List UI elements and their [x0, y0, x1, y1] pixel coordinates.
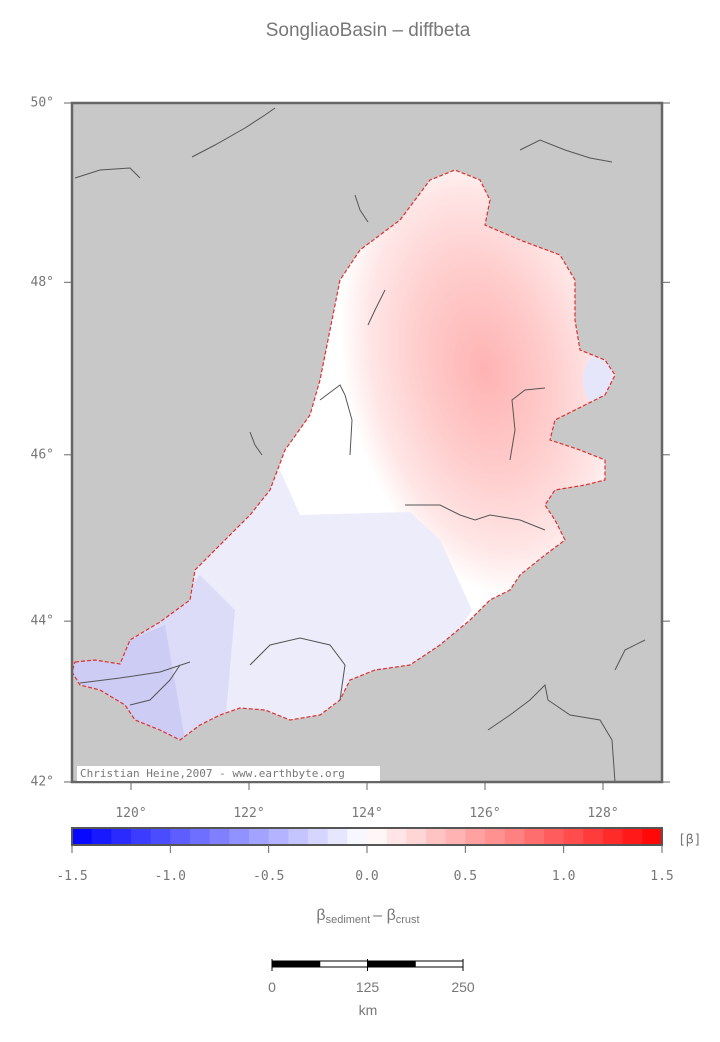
title: SongliaoBasin – diffbeta: [266, 20, 471, 41]
colorbar-cell: [465, 828, 486, 845]
colorbar-tick-label: 0.0: [355, 869, 378, 884]
colorbar-tick-label: 0.5: [454, 869, 477, 884]
colorbar-cell: [170, 828, 191, 845]
colorbar-cell: [150, 828, 171, 845]
lat-tick-label: 44°: [31, 614, 54, 629]
colorbar-cell: [308, 828, 329, 845]
lat-tick-label: 42°: [31, 775, 54, 790]
colorbar-cell: [485, 828, 506, 845]
colorbar-cell: [426, 828, 447, 845]
scalebar-unit: km: [359, 1002, 378, 1018]
scalebar-tick-label: 250: [451, 979, 475, 995]
colorbar-unit: [β]: [678, 833, 701, 848]
colorbar-cell: [583, 828, 604, 845]
lon-tick-label: 124°: [351, 806, 382, 821]
lat-tick-label: 48°: [31, 275, 54, 290]
colorbar-cell: [72, 828, 93, 845]
scalebar-segment: [271, 960, 321, 968]
colorbar-cell: [367, 828, 388, 845]
credit-box: [77, 766, 380, 781]
lon-tick-label: 122°: [233, 806, 264, 821]
colorbar-cell: [268, 828, 289, 845]
lat-tick-label: 50°: [31, 96, 54, 111]
colorbar-cell: [603, 828, 624, 845]
colorbar-cell: [406, 828, 427, 845]
lon-tick-label: 128°: [587, 806, 618, 821]
colorbar-tick-label: -1.5: [56, 869, 87, 884]
colorbar-cell: [209, 828, 230, 845]
colorbar-tick-label: 1.5: [650, 869, 673, 884]
colorbar-cell: [544, 828, 565, 845]
colorbar-cell: [131, 828, 152, 845]
colorbar-label: βsediment – βcrust: [316, 907, 419, 926]
colorbar-cell: [347, 828, 368, 845]
colorbar-tick-label: 1.0: [552, 869, 575, 884]
colorbar-cell: [563, 828, 584, 845]
scalebar-segment: [319, 960, 368, 968]
colorbar-cell: [622, 828, 643, 845]
scalebar-tick-label: 0: [268, 979, 276, 995]
colorbar-cell: [249, 828, 270, 845]
colorbar-cell: [190, 828, 211, 845]
lon-tick-label: 120°: [115, 806, 146, 821]
colorbar-tick-label: -1.0: [155, 869, 186, 884]
colorbar-cell: [91, 828, 112, 845]
colorbar-cell: [642, 828, 663, 845]
scalebar-segment: [367, 960, 416, 968]
scalebar-tick-label: 125: [356, 979, 380, 995]
colorbar-cell: [504, 828, 525, 845]
lat-tick-label: 46°: [31, 447, 54, 462]
credit: Christian Heine,2007 - www.earthbyte.org: [80, 767, 345, 780]
colorbar-cell: [524, 828, 545, 845]
colorbar-cell: [111, 828, 132, 845]
colorbar-cell: [386, 828, 407, 845]
scalebar-segment: [414, 960, 464, 968]
rivers: [74, 107, 646, 783]
lon-tick-label: 126°: [469, 806, 500, 821]
colorbar-cell: [229, 828, 250, 845]
colorbar-tick-label: -0.5: [253, 869, 284, 884]
colorbar-cell: [445, 828, 466, 845]
colorbar-cell: [288, 828, 309, 845]
colorbar-cell: [327, 828, 348, 845]
